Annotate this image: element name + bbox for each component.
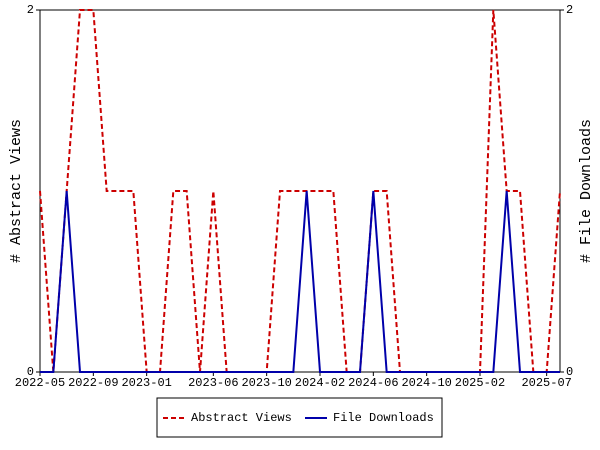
x-tick-label: 2022-05 xyxy=(15,376,65,390)
x-tick-label: 2023-10 xyxy=(241,376,291,390)
x-tick-label: 2024-10 xyxy=(401,376,451,390)
y-axis-title: # Abstract Views xyxy=(8,119,25,263)
x-tick-label: 2023-01 xyxy=(121,376,171,390)
x-tick-label: 2024-02 xyxy=(295,376,345,390)
legend-label: Abstract Views xyxy=(191,411,292,425)
y2-tick-label: 0 xyxy=(566,365,573,379)
x-tick-label: 2025-02 xyxy=(455,376,505,390)
legend xyxy=(156,397,443,438)
x-tick-label: 2022-09 xyxy=(68,376,118,390)
x-tick-label: 2025-07 xyxy=(521,376,571,390)
y2-tick-label: 2 xyxy=(566,3,573,17)
y-tick-label: 0 xyxy=(27,365,34,379)
y-tick-label: 2 xyxy=(27,3,34,17)
legend-label: File Downloads xyxy=(333,411,434,425)
y2-axis-title: # File Downloads xyxy=(578,119,595,263)
series-line xyxy=(39,9,561,373)
series-line xyxy=(40,190,560,373)
x-tick-label: 2023-06 xyxy=(188,376,238,390)
x-tick-label: 2024-06 xyxy=(348,376,398,390)
